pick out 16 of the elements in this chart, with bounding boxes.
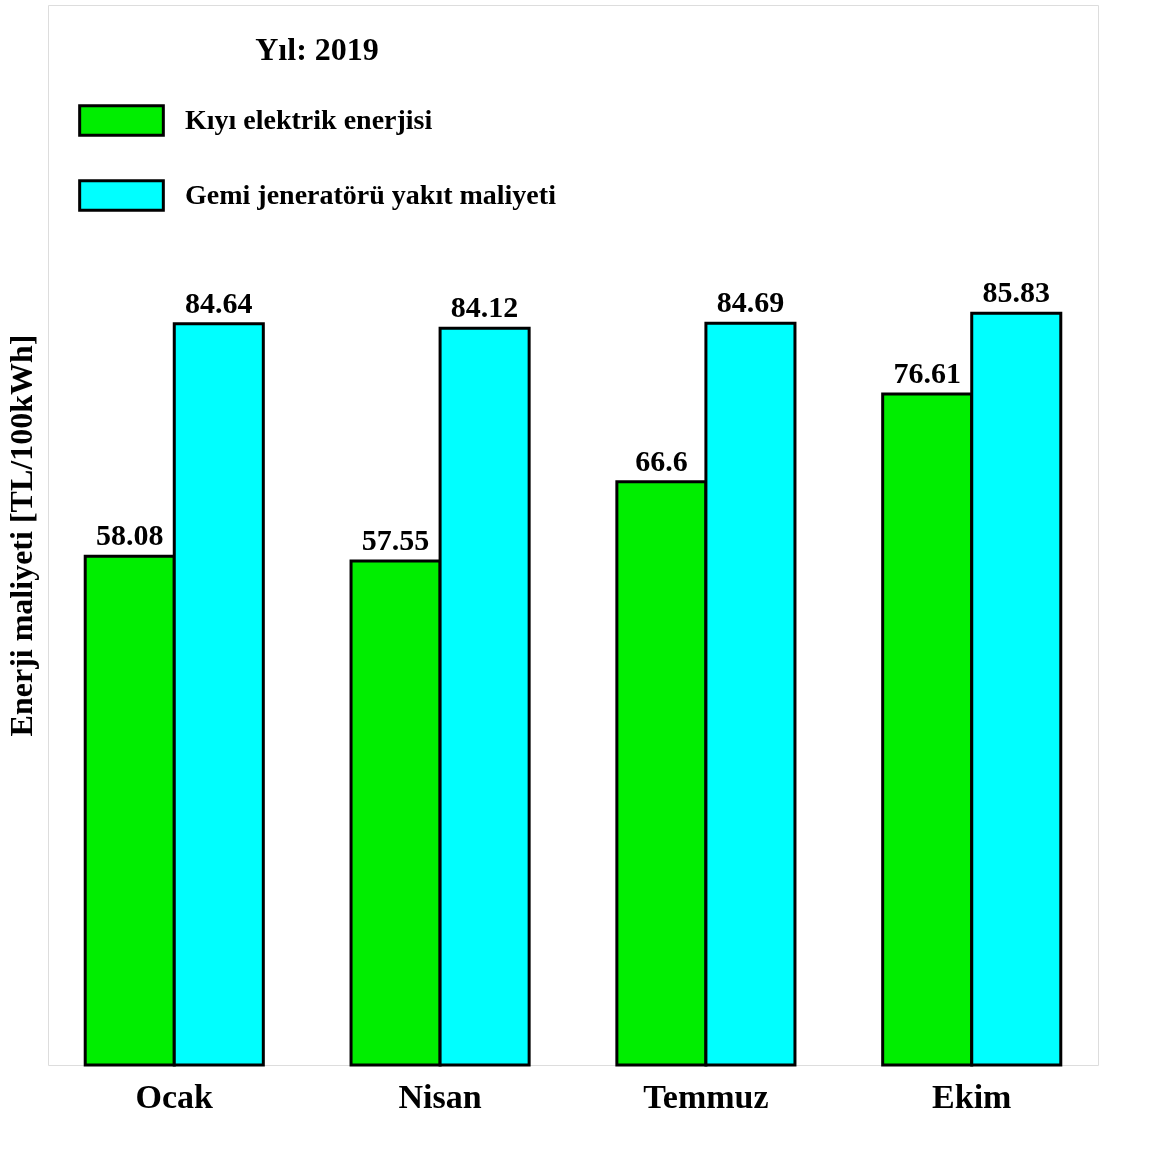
legend-label: Gemi jeneratörü yakıt maliyeti [185, 178, 557, 210]
data-label: 84.69 [716, 285, 785, 319]
data-label: 84.12 [450, 290, 519, 324]
y-axis-title: Enerji maliyeti [TL/100kWh] [2, 334, 39, 737]
x-tick-label: Temmuz [643, 1077, 769, 1115]
legend-label: Kıyı elektrik enerjisi [185, 103, 433, 135]
x-tick-label: Nisan [398, 1077, 482, 1115]
data-label: 58.08 [95, 518, 164, 552]
data-label: 84.64 [185, 285, 253, 319]
x-tick-label: Ekim [932, 1077, 1012, 1115]
data-label: 66.6 [635, 443, 688, 477]
data-label: 85.83 [982, 275, 1051, 309]
data-label: 76.61 [893, 355, 961, 389]
data-label: 57.55 [361, 522, 430, 556]
x-tick-label: Ocak [135, 1077, 214, 1115]
legend-title: Yıl: 2019 [255, 31, 379, 67]
